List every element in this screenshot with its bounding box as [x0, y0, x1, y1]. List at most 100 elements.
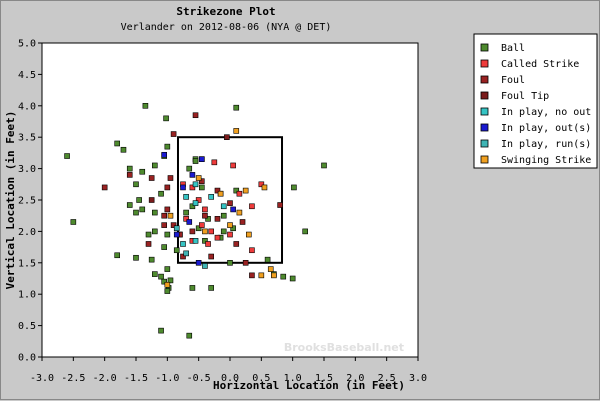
pitch-point [277, 202, 283, 208]
legend-label: Ball [501, 43, 525, 54]
pitch-point [227, 231, 233, 238]
legend-label: Called Strike [501, 59, 579, 70]
pitch-point [163, 115, 169, 122]
pitch-point [183, 216, 189, 222]
pitch-point [258, 272, 265, 279]
pitch-point [183, 194, 189, 200]
legend-swatch [480, 139, 489, 148]
pitch-point [167, 175, 174, 181]
pitch-point [271, 272, 277, 279]
pitch-point [164, 231, 171, 238]
x-tick-label: 1.5 [315, 373, 333, 384]
pitch-point [220, 203, 227, 210]
y-tick-label: 4.5 [18, 70, 36, 81]
pitch-point [145, 241, 152, 247]
pitch-point [192, 200, 199, 206]
pitch-point [170, 131, 177, 137]
pitch-point [214, 187, 221, 194]
pitch-point [173, 231, 180, 238]
plot-area [41, 42, 419, 358]
pitch-point [170, 222, 177, 228]
pitch-point [205, 241, 211, 247]
pitch-point [261, 184, 268, 191]
x-tick-label: 0.5 [252, 373, 270, 384]
pitch-point [136, 197, 142, 203]
pitch-point [101, 184, 108, 191]
pitch-point [230, 225, 236, 232]
pitch-point [199, 178, 205, 184]
pitch-point [211, 159, 218, 166]
pitch-point [205, 216, 211, 222]
pitch-point [189, 184, 196, 191]
pitch-point [139, 168, 146, 175]
pitch-point [202, 238, 208, 244]
pitch-point [195, 259, 202, 266]
pitch-point [246, 231, 252, 238]
x-tick-label: -0.5 [187, 373, 211, 384]
x-axis-label: Horizontal Location (in Feet) [213, 379, 405, 392]
pitch-point [148, 256, 155, 263]
y-tick-label: 1.5 [18, 258, 36, 269]
pitch-point [189, 285, 196, 291]
pitch-point [214, 234, 221, 241]
pitch-point [233, 187, 240, 194]
pitch-point [202, 206, 208, 213]
legend-label: Foul Tip [501, 91, 549, 102]
pitch-point [133, 209, 139, 216]
pitch-point [220, 212, 227, 219]
pitch-point [148, 175, 155, 181]
pitch-point [233, 241, 240, 247]
x-tick-label: 0.0 [221, 373, 239, 384]
pitch-point [202, 263, 208, 269]
pitch-point [126, 202, 133, 208]
legend-label: In play, no out [501, 107, 591, 118]
pitch-point [264, 256, 271, 263]
legend-label: Foul [501, 75, 525, 86]
pitch-point [164, 184, 171, 191]
pitch-point [180, 253, 186, 260]
legend-label: Swinging Strike [501, 155, 591, 166]
pitch-point [133, 254, 139, 261]
pitch-point [152, 209, 158, 216]
pitch-point [208, 253, 214, 260]
pitch-point [64, 153, 70, 159]
pitch-point [208, 228, 214, 235]
x-tick-label: -1.5 [124, 373, 148, 384]
pitch-point [189, 172, 196, 178]
pitch-point [164, 266, 171, 272]
y-axis-label: Vertical Location (in Feet) [4, 111, 17, 290]
chart-title: Strikezone Plot [176, 5, 275, 18]
pitch-point [192, 112, 199, 119]
x-tick-label: 3.0 [409, 373, 427, 384]
pitch-point [249, 272, 255, 279]
pitch-point [242, 187, 249, 194]
y-tick-label: 0.0 [18, 353, 36, 364]
legend-swatch [480, 75, 489, 84]
pitch-point [236, 190, 243, 197]
pitch-point [242, 259, 249, 266]
pitch-point [302, 228, 309, 235]
pitch-point [230, 162, 236, 169]
pitch-point [192, 181, 199, 188]
pitch-point [139, 206, 146, 213]
pitch-point [227, 200, 233, 206]
pitch-point [186, 219, 193, 225]
pitch-point [230, 206, 236, 213]
legend-swatch [480, 59, 489, 68]
pitch-point [249, 203, 255, 210]
y-tick-label: 4.0 [18, 101, 36, 112]
pitch-point [161, 212, 167, 219]
pitch-point [199, 156, 205, 162]
pitch-point [183, 250, 189, 257]
pitch-point [202, 212, 208, 219]
pitch-point [214, 216, 221, 222]
pitch-point [224, 134, 230, 140]
pitch-point [70, 219, 77, 225]
x-tick-label: 2.0 [346, 373, 364, 384]
pitch-point [145, 231, 152, 238]
pitch-point [158, 327, 164, 334]
pitch-point [195, 225, 202, 232]
pitch-point [258, 181, 265, 188]
